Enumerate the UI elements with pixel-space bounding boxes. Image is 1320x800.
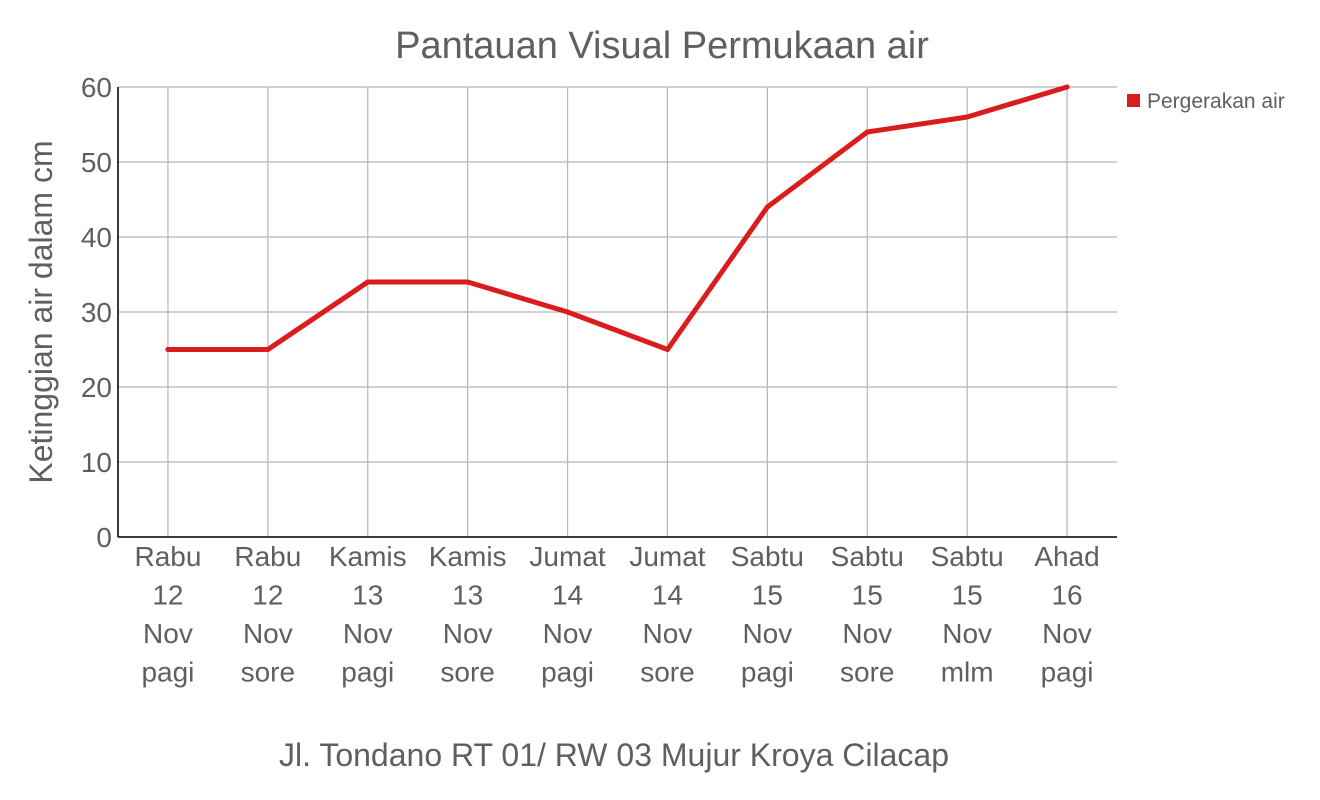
x-tick-label-line: Kamis [429, 541, 507, 572]
axes [117, 87, 1117, 538]
x-tick-label-line: Nov [742, 618, 792, 649]
data-point [964, 114, 970, 120]
legend-swatch [1127, 94, 1140, 107]
x-tick-label: Rabu 12 Nov sore [234, 541, 301, 688]
series-line [165, 84, 1070, 352]
x-tick-label-line: Nov [343, 618, 393, 649]
x-tick-label-line: 14 [552, 580, 583, 611]
data-point [265, 347, 271, 352]
x-tick-label-line: sore [840, 657, 894, 688]
x-tick-label-line: Nov [543, 618, 593, 649]
x-tick-label-line: 15 [752, 580, 783, 611]
x-tick-label-line: Jumat [629, 541, 705, 572]
data-point [365, 279, 371, 285]
y-tick-label: 10 [81, 447, 112, 478]
x-tick-label-line: pagi [1041, 657, 1094, 688]
data-point [465, 279, 471, 285]
x-tick-label-line: sore [241, 657, 295, 688]
x-axis-label: Jl. Tondano RT 01/ RW 03 Mujur Kroya Cil… [279, 737, 949, 773]
x-tick-label-line: 13 [352, 580, 383, 611]
x-tick-label-line: Nov [643, 618, 693, 649]
x-tick-label-line: Nov [143, 618, 193, 649]
chart-title: Pantauan Visual Permukaan air [395, 25, 929, 67]
y-tick-label: 0 [96, 522, 112, 553]
x-tick-label-line: Ahad [1034, 541, 1099, 572]
y-tick-label: 60 [81, 72, 112, 103]
x-tick-label-line: Nov [443, 618, 493, 649]
x-tick-label-line: 12 [152, 580, 183, 611]
x-tick-label: Sabtu 15 Nov mlm [931, 541, 1004, 688]
x-tick-label-line: pagi [741, 657, 794, 688]
x-tick-label-line: 13 [452, 580, 483, 611]
data-point [864, 129, 870, 135]
x-tick-label-line: mlm [941, 657, 994, 688]
x-tick-label-line: Nov [243, 618, 293, 649]
x-tick-label-line: pagi [141, 657, 194, 688]
data-point [565, 309, 571, 315]
x-tick-label-line: 15 [952, 580, 983, 611]
grid-lines [118, 86, 1117, 537]
x-tick-label-line: Jumat [529, 541, 605, 572]
x-tick-label: Kamis 13 Nov sore [429, 541, 507, 688]
x-tick-label-line: Sabtu [931, 541, 1004, 572]
x-tick-label-line: sore [640, 657, 694, 688]
y-tick-label: 30 [81, 297, 112, 328]
x-tick-label-line: Rabu [234, 541, 301, 572]
data-point [764, 204, 770, 210]
legend: Pergerakan air [1127, 90, 1285, 113]
x-tick-label-line: Nov [842, 618, 892, 649]
x-tick-label: Sabtu 15 Nov sore [831, 541, 904, 688]
x-tick-label: Ahad 16 Nov pagi [1034, 541, 1099, 688]
x-tick-label-line: Sabtu [831, 541, 904, 572]
x-tick-label: Sabtu 15 Nov pagi [731, 541, 804, 688]
x-tick-label-line: Sabtu [731, 541, 804, 572]
x-tick-label-line: 14 [652, 580, 683, 611]
y-tick-labels: 0 10 20 30 40 50 60 [81, 72, 112, 553]
x-tick-label: Jumat 14 Nov pagi [529, 541, 605, 688]
legend-label: Pergerakan air [1147, 90, 1285, 113]
x-tick-label-line: pagi [541, 657, 594, 688]
data-point [165, 347, 171, 352]
x-tick-label: Rabu 12 Nov pagi [134, 541, 201, 688]
series-lines [165, 84, 1070, 352]
y-tick-label: 40 [81, 222, 112, 253]
x-tick-label-line: sore [440, 657, 494, 688]
y-tick-label: 50 [81, 147, 112, 178]
data-point [664, 347, 670, 352]
x-tick-label: Jumat 14 Nov sore [629, 541, 705, 688]
x-tick-label-line: 15 [852, 580, 883, 611]
x-tick-labels: Rabu 12 Nov pagi Rabu 12 Nov sore Kamis 13 Nov pagi… [134, 541, 1099, 688]
data-point [1064, 84, 1070, 90]
x-tick-label-line: Kamis [329, 541, 407, 572]
x-tick-label-line: 16 [1051, 580, 1082, 611]
x-tick-label-line: Rabu [134, 541, 201, 572]
x-tick-label-line: Nov [1042, 618, 1092, 649]
y-tick-label: 20 [81, 372, 112, 403]
y-axis-label: Ketinggian air dalam cm [23, 140, 59, 483]
x-tick-label-line: pagi [341, 657, 394, 688]
x-tick-label-line: Nov [942, 618, 992, 649]
x-tick-label-line: 12 [252, 580, 283, 611]
x-tick-label: Kamis 13 Nov pagi [329, 541, 407, 688]
